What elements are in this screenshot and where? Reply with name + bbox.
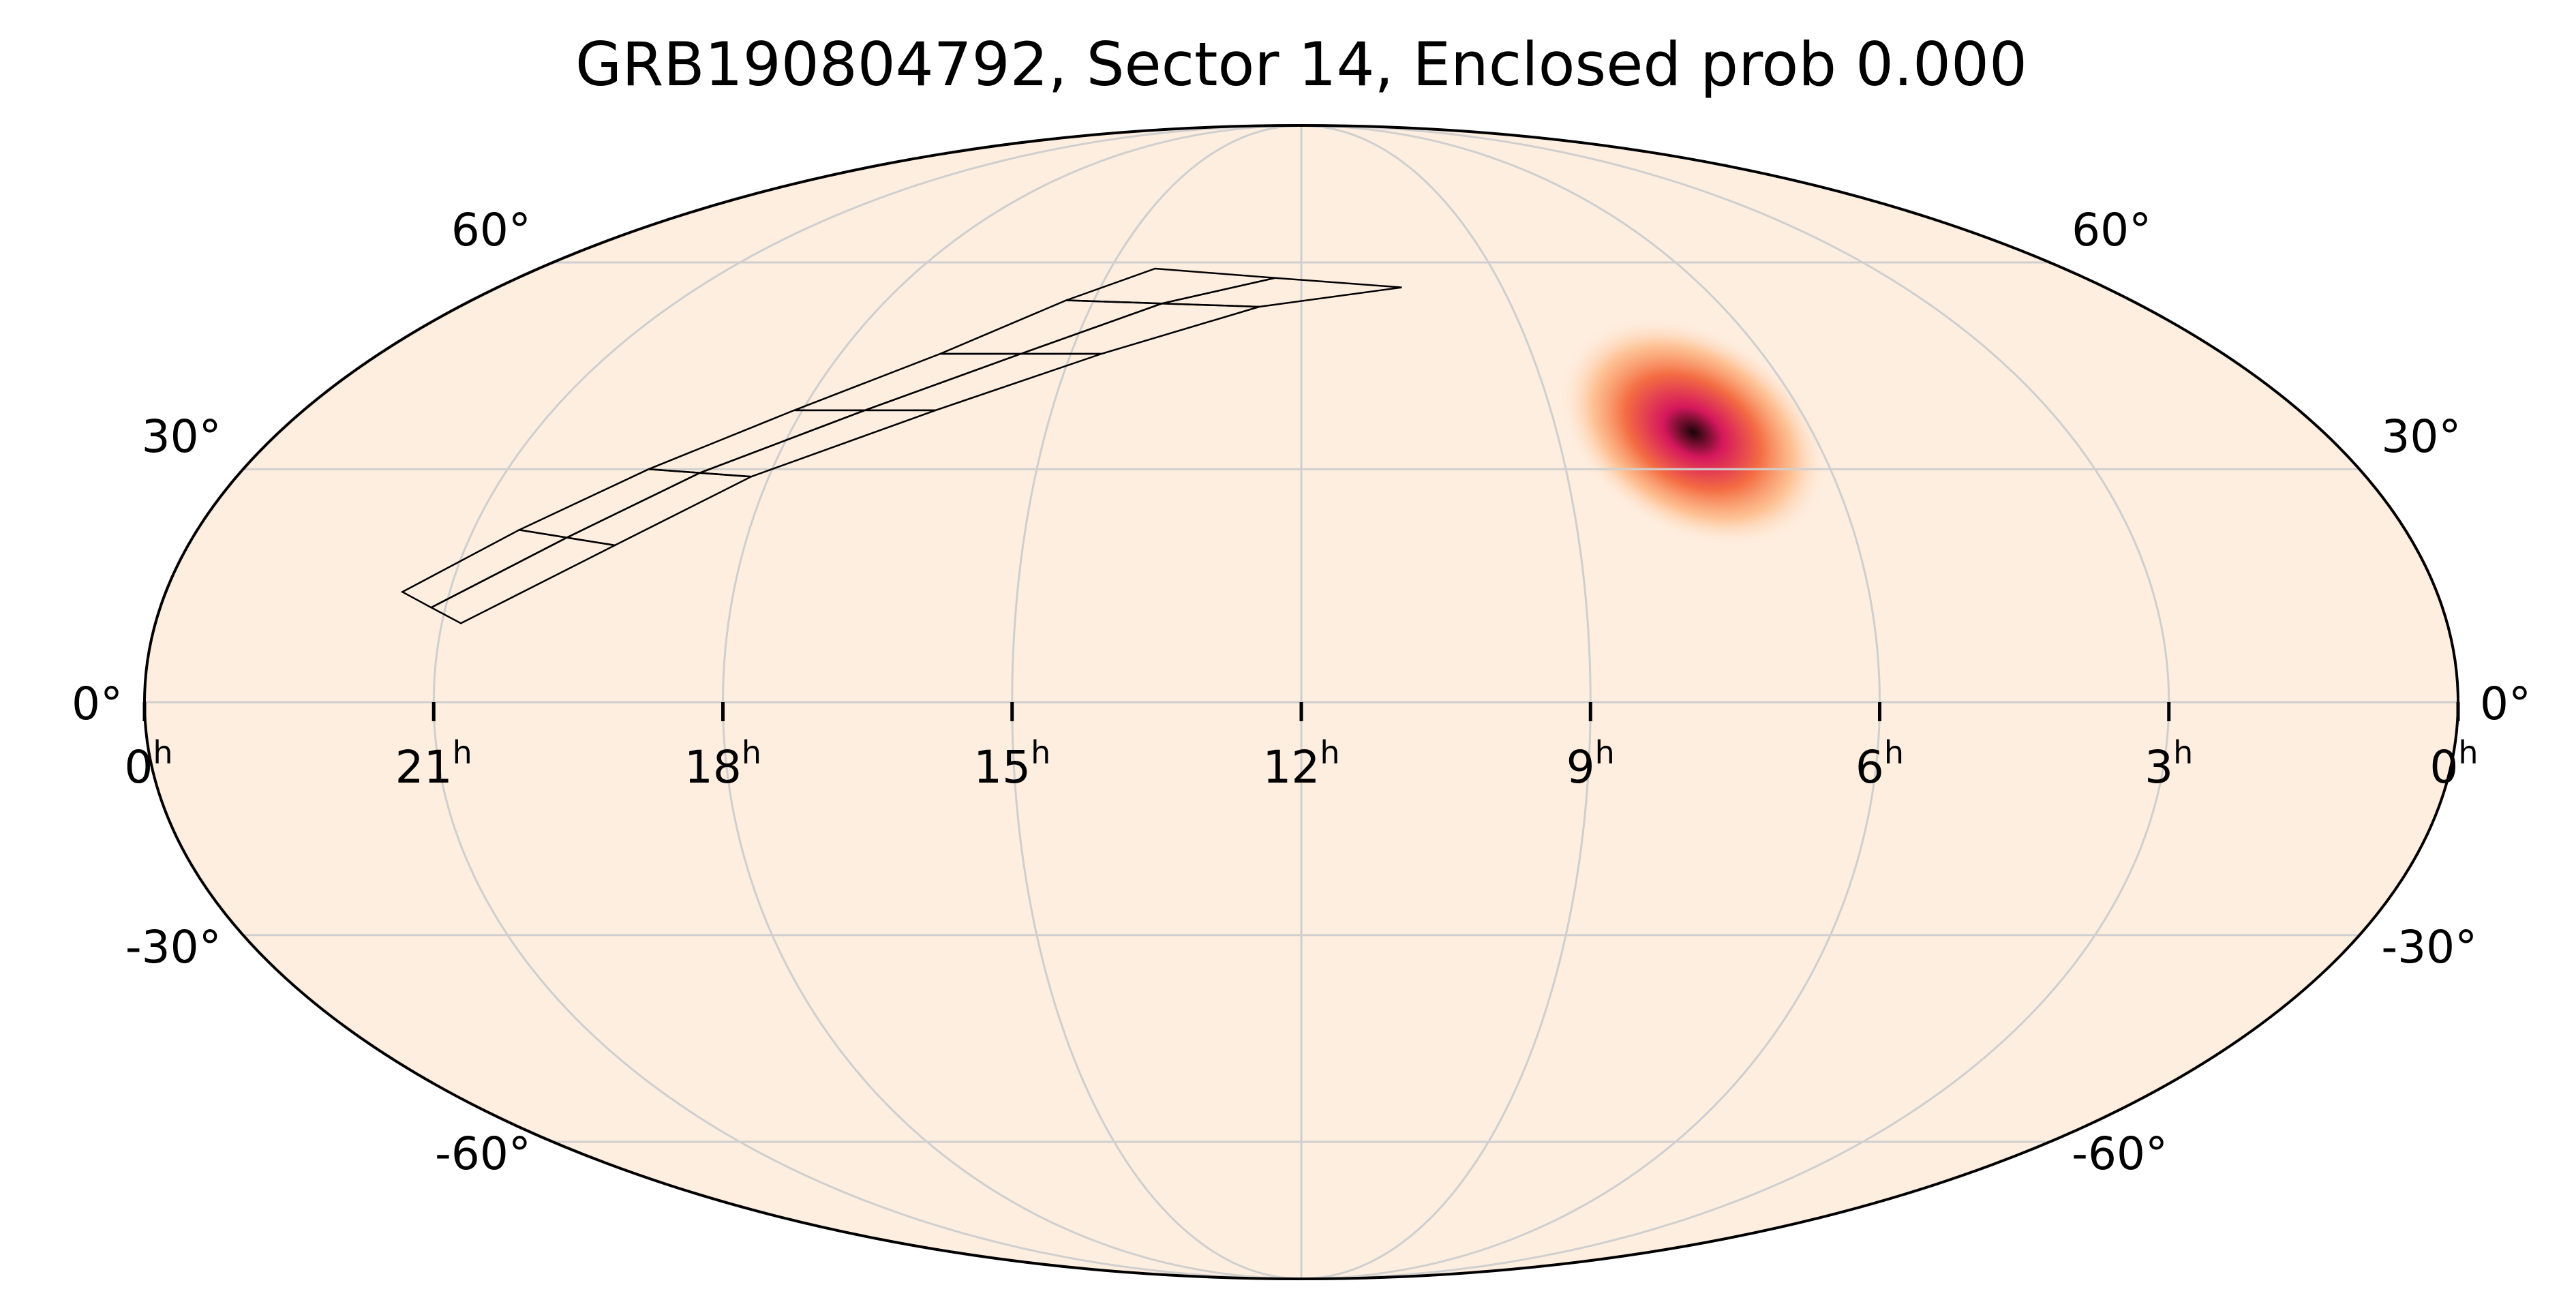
ra-tick-label: 3h — [2145, 734, 2193, 793]
dec-tick-label-left: 60° — [451, 204, 531, 256]
dec-tick-label-right: 60° — [2072, 204, 2151, 256]
dec-tick-label-right: 0° — [2480, 678, 2531, 730]
chart-title: GRB190804792, Sector 14, Enclosed prob 0… — [575, 29, 2027, 100]
ra-tick-label: 6h — [1855, 734, 1904, 793]
ra-tick-label: 12h — [1262, 734, 1339, 793]
dec-tick-label-left: -30° — [125, 921, 222, 973]
dec-tick-label-left: -60° — [435, 1128, 531, 1180]
axis-ticks — [142, 702, 2460, 721]
ra-tick-label: 21h — [395, 734, 472, 793]
dec-tick-label-left: 0° — [72, 678, 123, 730]
ra-tick-label: 0h — [124, 734, 172, 793]
sector-ccd-tile — [1065, 267, 1275, 305]
ra-tick-label: 0h — [2429, 734, 2478, 793]
dec-tick-label-right: -30° — [2381, 921, 2477, 973]
probability-blob — [1557, 316, 1829, 549]
dec-tick-label-right: -60° — [2072, 1128, 2168, 1180]
axis-labels: 0h 21h 18h 15h 12h 9h 6h 3h 0h 60° 60° 30° 30° 0° 0° -3… — [72, 204, 2531, 1180]
probability-layer — [1557, 316, 1829, 549]
dec-tick-label-right: 30° — [2381, 410, 2461, 463]
ra-tick-label: 18h — [684, 734, 761, 793]
dec-tick-label-left: 30° — [142, 410, 222, 463]
ra-tick-label: 15h — [973, 734, 1050, 793]
tess-sector-footprint — [400, 267, 1402, 624]
ra-tick-label: 9h — [1566, 734, 1615, 793]
